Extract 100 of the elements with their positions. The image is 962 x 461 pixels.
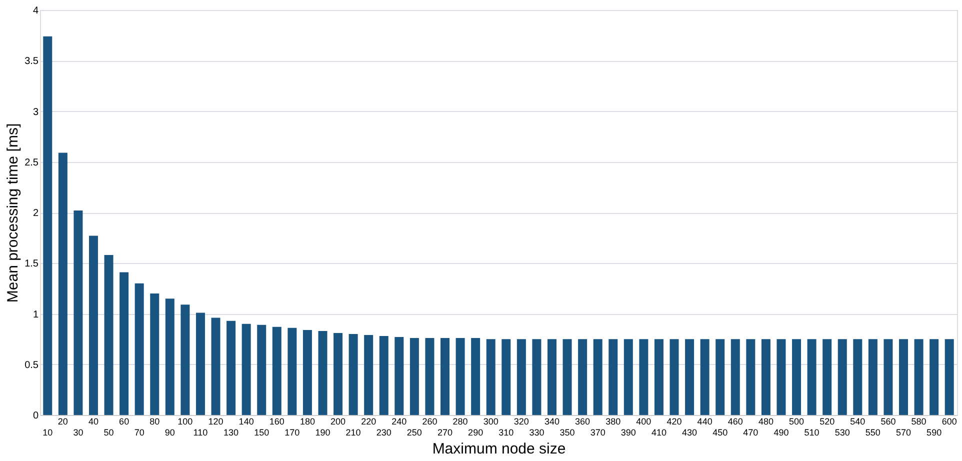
x-tick-label: 380 (606, 416, 621, 426)
bar (74, 210, 83, 415)
x-tick-label: 250 (406, 428, 422, 438)
bar (425, 338, 434, 415)
bar (302, 330, 312, 415)
bar (838, 339, 847, 415)
bar (165, 298, 174, 415)
x-tick-label: 270 (437, 428, 453, 438)
bar (884, 339, 893, 415)
x-tick-label: 170 (284, 428, 300, 438)
x-tick-label: 530 (834, 428, 850, 438)
bar (486, 339, 496, 415)
x-tick-label: 350 (560, 428, 575, 438)
y-axis-title: Mean processing time [ms] (4, 123, 22, 303)
bar (807, 339, 816, 415)
x-tick-label: 570 (896, 428, 912, 438)
x-tick-label: 120 (208, 416, 224, 426)
x-tick-label: 260 (422, 416, 438, 426)
bar (624, 339, 633, 415)
x-tick-label: 390 (620, 428, 636, 438)
x-tick-label: 30 (73, 428, 84, 438)
bar (502, 339, 511, 415)
bar (532, 339, 542, 415)
x-tick-label: 60 (119, 416, 130, 426)
bar (379, 336, 388, 415)
x-tick-label: 330 (529, 428, 544, 438)
x-tick-label: 500 (789, 416, 804, 426)
bar (318, 330, 328, 415)
bar (746, 339, 756, 415)
bar (700, 339, 710, 415)
bar (868, 339, 878, 415)
x-tick-label: 590 (926, 428, 942, 438)
x-tick-label: 450 (712, 428, 728, 438)
bar (730, 339, 740, 415)
y-tick-label: 1 (32, 309, 39, 320)
x-tick-label: 440 (697, 416, 712, 426)
bar (639, 339, 648, 415)
bar (578, 339, 588, 415)
x-tick-label: 300 (483, 416, 498, 426)
bar (364, 335, 374, 415)
x-tick-label: 580 (911, 416, 926, 426)
x-tick-label: 560 (880, 416, 896, 426)
bar (180, 304, 190, 415)
x-tick-label: 230 (376, 428, 392, 438)
x-tick-label: 310 (498, 428, 514, 438)
bar (716, 339, 725, 415)
bar (196, 312, 205, 415)
bar (242, 324, 251, 415)
x-tick-label: 160 (269, 416, 284, 426)
x-tick-label: 520 (820, 416, 835, 426)
bar (547, 339, 556, 415)
bar (792, 339, 802, 415)
x-tick-label: 50 (104, 428, 114, 438)
x-tick-label: 340 (544, 416, 560, 426)
bar (654, 339, 664, 415)
x-tick-label: 200 (330, 416, 346, 426)
bar (930, 339, 939, 415)
bar (348, 334, 358, 415)
x-tick-label: 150 (254, 428, 270, 438)
x-tick-label: 290 (468, 428, 484, 438)
x-tick-label: 470 (743, 428, 758, 438)
bar (944, 339, 954, 415)
x-tick-label: 280 (452, 416, 468, 426)
x-tick-label: 220 (361, 416, 376, 426)
bar (120, 272, 129, 415)
x-tick-label: 480 (758, 416, 774, 426)
x-tick-label: 110 (193, 428, 208, 438)
x-axis-title: Maximum node size (432, 440, 566, 458)
x-tick-label: 90 (164, 428, 175, 438)
x-tick-label: 80 (150, 416, 160, 426)
x-tick-label: 410 (651, 428, 666, 438)
bar (471, 338, 480, 415)
x-tick-label: 140 (238, 416, 254, 426)
x-tick-label: 70 (134, 428, 144, 438)
x-tick-label: 460 (728, 416, 743, 426)
bar (914, 339, 924, 415)
bar (43, 36, 52, 415)
bar (440, 338, 450, 415)
x-tick-label: 190 (315, 428, 330, 438)
y-tick-label: 2 (32, 208, 39, 219)
bar (394, 337, 404, 415)
bar (853, 339, 862, 415)
y-tick-label: 3.5 (24, 56, 39, 68)
y-tick-label: 1.5 (24, 258, 39, 270)
bar (88, 236, 98, 415)
bar (150, 294, 160, 415)
bar (776, 339, 786, 415)
bar (272, 326, 282, 415)
x-tick-label: 20 (58, 416, 68, 426)
bar (334, 332, 343, 415)
bar (288, 328, 297, 415)
x-tick-label: 360 (575, 416, 590, 426)
bar (685, 339, 694, 415)
bar (899, 339, 908, 415)
y-tick-label: 3 (32, 106, 39, 118)
bar (58, 152, 68, 415)
bar (211, 318, 220, 415)
x-tick-label: 400 (636, 416, 652, 426)
x-tick-label: 540 (850, 416, 866, 426)
bar (134, 283, 144, 415)
